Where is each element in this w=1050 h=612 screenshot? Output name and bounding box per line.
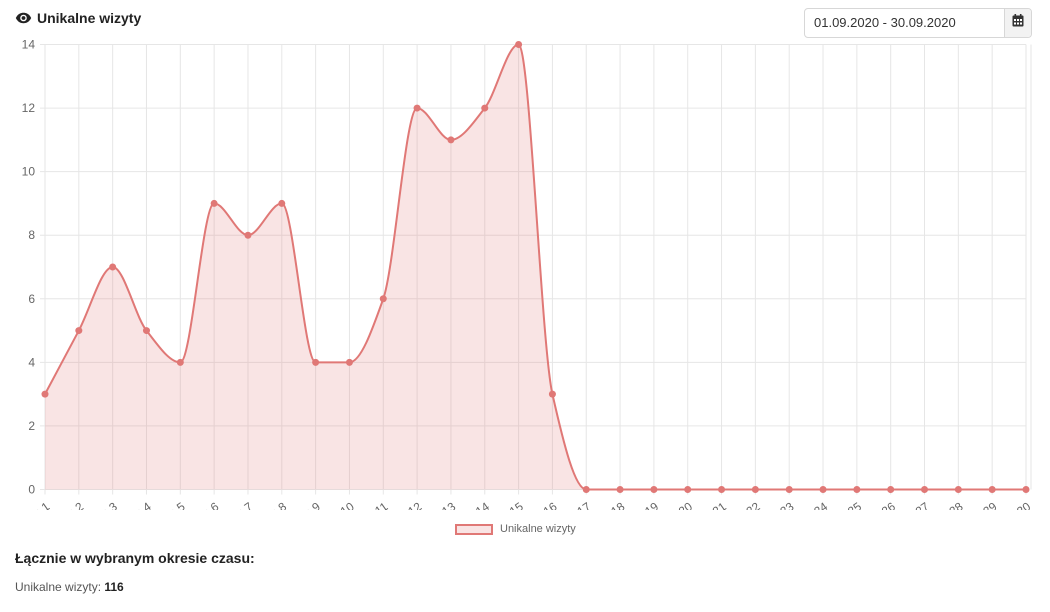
date-range-picker[interactable]: 01.09.2020 - 30.09.2020 <box>804 8 1032 38</box>
y-tick-label: 0 <box>28 483 35 497</box>
x-tick-label: Sep 8 <box>255 499 289 510</box>
x-tick-label: Sep 5 <box>154 499 188 510</box>
data-point <box>988 486 996 493</box>
y-tick-label: 8 <box>28 228 35 242</box>
legend-swatch <box>455 523 493 535</box>
x-tick-label: Sep 27 <box>893 499 932 510</box>
data-point <box>312 358 320 366</box>
data-point <box>176 358 184 366</box>
x-tick-label: Sep 12 <box>385 499 424 510</box>
summary-title: Łącznie w wybranym okresie czasu: <box>15 550 255 566</box>
x-tick-label: Sep 11 <box>352 499 391 510</box>
data-point <box>142 327 150 335</box>
summary-label: Unikalne wizyty: <box>15 580 102 594</box>
x-tick-label: Sep 23 <box>757 499 796 510</box>
data-point <box>548 390 556 398</box>
data-point <box>210 199 218 207</box>
data-point <box>515 41 523 48</box>
data-point <box>819 486 827 493</box>
x-tick-label: Sep 14 <box>453 499 492 510</box>
x-tick-label: Sep 3 <box>86 499 120 510</box>
y-tick-label: 12 <box>22 101 36 115</box>
x-tick-label: Sep 29 <box>960 499 999 510</box>
x-tick-label: Sep 25 <box>825 499 864 510</box>
x-tick-label: Sep 15 <box>487 499 526 510</box>
data-point <box>718 486 726 493</box>
x-tick-label: Sep 1 <box>19 499 53 510</box>
x-tick-label: Sep 28 <box>926 499 965 510</box>
date-range-input[interactable]: 01.09.2020 - 30.09.2020 <box>814 15 956 30</box>
x-tick-label: Sep 22 <box>723 499 762 510</box>
data-point <box>379 295 387 303</box>
data-point <box>751 486 759 493</box>
data-point <box>785 486 793 493</box>
visits-chart: 02468101214Sep 1Sep 2Sep 3Sep 4Sep 5Sep … <box>19 38 1034 511</box>
legend-label: Unikalne wizyty <box>500 523 576 535</box>
data-point <box>244 231 252 239</box>
y-tick-label: 6 <box>28 292 35 306</box>
calendar-icon <box>1012 14 1024 32</box>
summary-total: 116 <box>104 580 124 594</box>
page-title-text: Unikalne wizyty <box>37 10 142 26</box>
y-tick-label: 14 <box>22 38 36 52</box>
x-tick-label: Sep 10 <box>317 499 356 510</box>
data-point <box>954 486 962 493</box>
calendar-button[interactable] <box>1004 9 1031 37</box>
x-tick-label: Sep 18 <box>588 499 627 510</box>
data-point <box>853 486 861 493</box>
x-tick-label: Sep 7 <box>221 499 255 510</box>
x-tick-label: Sep 13 <box>419 499 458 510</box>
x-tick-label: Sep 17 <box>554 499 593 510</box>
y-tick-label: 4 <box>28 355 35 369</box>
data-point <box>413 104 421 112</box>
data-point <box>582 486 590 493</box>
data-point <box>41 390 49 398</box>
y-tick-label: 2 <box>28 419 35 433</box>
data-point <box>616 486 624 493</box>
x-tick-label: Sep 9 <box>289 499 323 510</box>
chart-legend[interactable]: Unikalne wizyty <box>455 523 576 535</box>
x-tick-label: Sep 30 <box>994 499 1033 510</box>
data-point <box>921 486 929 493</box>
y-tick-label: 10 <box>22 165 36 179</box>
series-area <box>45 44 1026 490</box>
page-title: Unikalne wizyty <box>15 8 141 28</box>
x-tick-label: Sep 26 <box>859 499 898 510</box>
x-tick-label: Sep 6 <box>188 499 222 510</box>
data-point <box>481 104 489 112</box>
summary-line: Unikalne wizyty: 116 <box>15 580 124 594</box>
x-tick-label: Sep 2 <box>52 499 86 510</box>
x-tick-label: Sep 24 <box>791 499 830 510</box>
data-point <box>650 486 658 493</box>
data-point <box>75 327 83 335</box>
data-point <box>109 263 117 271</box>
data-point <box>684 486 692 493</box>
x-tick-label: Sep 19 <box>622 499 661 510</box>
data-point <box>1022 486 1030 493</box>
data-point <box>278 199 286 207</box>
x-tick-label: Sep 20 <box>656 499 695 510</box>
data-point <box>345 358 353 366</box>
x-tick-label: Sep 16 <box>520 499 559 510</box>
x-tick-label: Sep 21 <box>690 499 729 510</box>
x-tick-label: Sep 4 <box>120 499 154 510</box>
data-point <box>887 486 895 493</box>
data-point <box>447 136 455 144</box>
eye-icon <box>15 12 32 24</box>
